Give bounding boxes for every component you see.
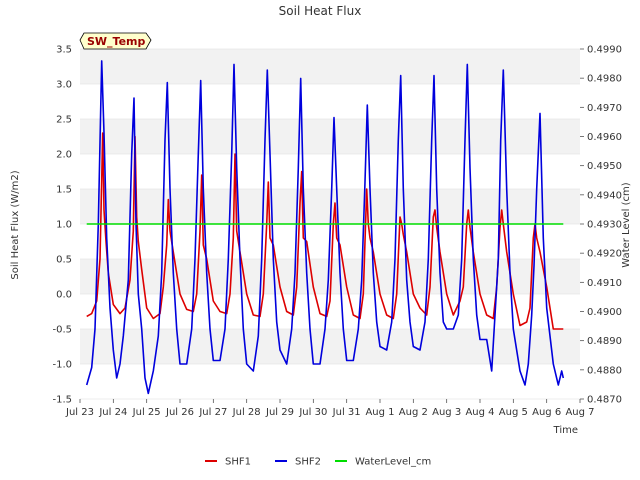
x-tick-label: Jul 28	[232, 407, 261, 418]
y-tick-label: 2.5	[56, 115, 72, 126]
legend-item[interactable]: SHF2	[275, 457, 321, 468]
y2-tick-label: 0.4900	[587, 307, 622, 318]
x-tick-label: Jul 25	[132, 407, 161, 418]
x-tick-label: Aug 7	[565, 407, 594, 418]
y2-tick-label: 0.4880	[587, 365, 622, 376]
y-tick-label: 3.5	[56, 45, 72, 56]
y-tick-label: -0.5	[52, 325, 72, 336]
x-tick-label: Jul 26	[165, 407, 194, 418]
y2-tick-label: 0.4950	[587, 161, 622, 172]
y2-tick-label: 0.4870	[587, 395, 622, 406]
background-band	[80, 364, 580, 399]
x-tick-label: Jul 24	[98, 407, 127, 418]
y2-axis-title: Water Level (cm)	[621, 182, 632, 267]
y2-tick-label: 0.4980	[587, 74, 622, 85]
x-axis-ticks: Jul 23 Jul 24 Jul 25 Jul 26 Jul 27 Jul 28 Jul …	[65, 399, 595, 418]
x-tick-label: Aug 5	[499, 407, 528, 418]
y-axis-title: Soil Heat Flux (W/m2)	[10, 170, 21, 279]
x-tick-label: Jul 30	[298, 407, 327, 418]
y-tick-label: 1.5	[56, 185, 72, 196]
y-tick-label: -1.0	[52, 360, 72, 371]
x-tick-label: Aug 6	[532, 407, 561, 418]
x-tick-label: Jul 23	[65, 407, 94, 418]
x-tick-label: Aug 2	[399, 407, 428, 418]
y-tick-label: 0.5	[56, 255, 72, 266]
x-axis-title: Time	[553, 425, 578, 436]
x-tick-label: Jul 29	[265, 407, 294, 418]
y2-axis-ticks: 0.4870 0.4880 0.4890 0.4900 0.4910 0.4920 0.49…	[580, 45, 622, 406]
y2-tick-label: 0.4960	[587, 132, 622, 143]
legend-label: WaterLevel_cm	[355, 457, 431, 468]
annotation-shape	[79, 32, 152, 50]
x-tick-label: Jul 31	[332, 407, 361, 418]
y2-tick-label: 0.4990	[587, 45, 622, 56]
background-band	[80, 329, 580, 364]
y2-tick-label: 0.4920	[587, 249, 622, 260]
background-band	[80, 154, 580, 189]
y-axis-ticks: -1.5 -1.0 -0.5 0.0 0.5 1.0 1.5 2.0 2.5 3.0 3.5	[52, 45, 72, 406]
series-line-shf1	[86, 132, 564, 330]
y2-tick-label: 0.4930	[587, 220, 622, 231]
legend-item[interactable]: SHF1	[205, 457, 251, 468]
y-tick-label: 3.0	[56, 80, 72, 91]
y2-tick-label: 0.4970	[587, 103, 622, 114]
legend: SHF1 SHF2 WaterLevel_cm	[205, 457, 431, 468]
x-tick-label: Aug 3	[432, 407, 461, 418]
x-tick-label: Aug 1	[365, 407, 394, 418]
series-line-shf2	[85, 60, 565, 395]
background-band	[80, 49, 580, 84]
background-band	[80, 119, 580, 154]
x-tick-label: Jul 27	[198, 407, 227, 418]
legend-label: SHF1	[225, 457, 251, 468]
annotation-box: SW_Temp	[79, 32, 152, 50]
x-tick-label: Aug 4	[465, 407, 494, 418]
background-band	[80, 84, 580, 119]
annotation-text: SW_Temp	[87, 35, 146, 48]
y-tick-label: 0.0	[56, 290, 72, 301]
y-tick-label: 2.0	[56, 150, 72, 161]
y2-tick-label: 0.4910	[587, 278, 622, 289]
y-tick-label: -1.5	[52, 395, 72, 406]
y2-tick-label: 0.4890	[587, 336, 622, 347]
y-tick-label: 1.0	[56, 220, 72, 231]
legend-label: SHF2	[295, 457, 321, 468]
y2-tick-label: 0.4940	[587, 190, 622, 201]
chart-title: Soil Heat Flux	[279, 4, 362, 18]
series-lines	[85, 60, 565, 395]
legend-item[interactable]: WaterLevel_cm	[335, 457, 431, 468]
